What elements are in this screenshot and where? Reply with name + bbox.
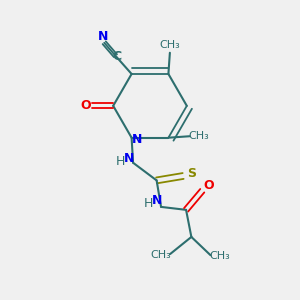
Text: N: N	[132, 133, 142, 146]
Text: CH₃: CH₃	[189, 130, 209, 141]
Text: CH₃: CH₃	[150, 250, 171, 260]
Text: CH₃: CH₃	[210, 251, 230, 261]
Text: S: S	[187, 167, 196, 180]
Text: C: C	[112, 50, 121, 63]
Text: O: O	[203, 179, 214, 192]
Text: N: N	[152, 194, 162, 207]
Text: O: O	[80, 99, 91, 112]
Text: N: N	[124, 152, 134, 165]
Text: H: H	[116, 155, 125, 168]
Text: H: H	[144, 197, 153, 210]
Text: CH₃: CH₃	[160, 40, 180, 50]
Text: N: N	[98, 30, 108, 43]
